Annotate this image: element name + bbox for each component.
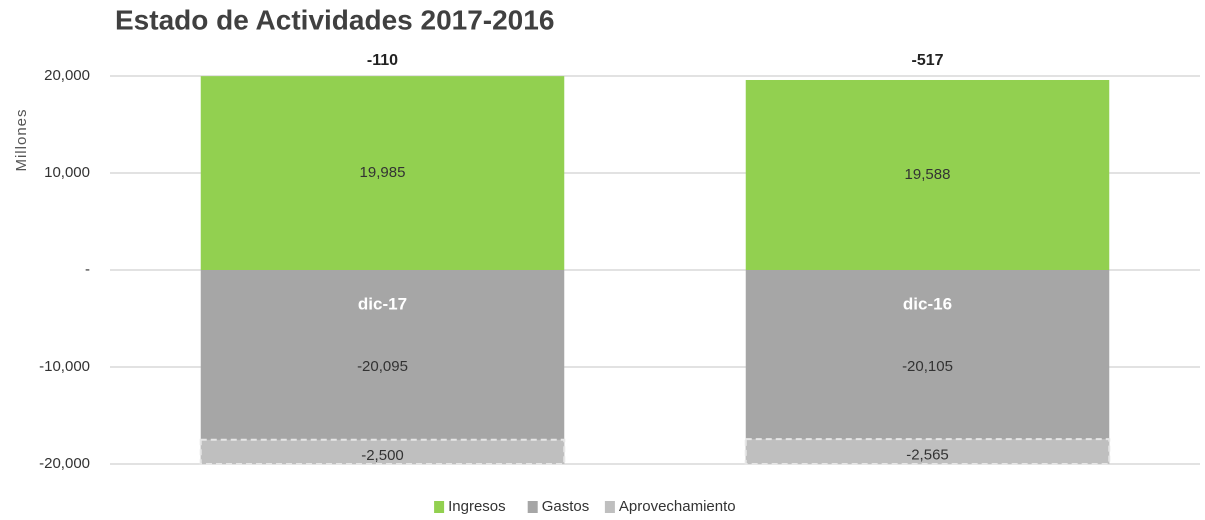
bar-segment xyxy=(199,438,566,465)
legend-swatch xyxy=(604,501,615,513)
bar-segment xyxy=(745,79,1110,270)
total-label: -110 xyxy=(367,52,398,69)
y-tick-label: -10,000 xyxy=(39,358,90,375)
legend-swatch xyxy=(434,501,445,513)
data-label: -2,500 xyxy=(361,447,404,464)
marks xyxy=(199,76,1111,466)
legend-label: Gastos xyxy=(542,498,590,515)
bar-segment xyxy=(744,438,1111,466)
data-label: 19,588 xyxy=(905,166,951,183)
y-axis-title: Millones xyxy=(13,108,30,171)
legend-swatch xyxy=(527,501,538,513)
data-label: -20,095 xyxy=(357,358,408,375)
y-tick-label: 10,000 xyxy=(44,164,90,181)
data-label: -20,105 xyxy=(902,358,953,375)
data-label: -2,565 xyxy=(906,447,949,464)
data-label: 19,985 xyxy=(360,164,406,181)
legend-label: Aprovechamiento xyxy=(619,498,736,515)
x-tick-label: dic-17 xyxy=(358,294,407,313)
chart-title: Estado de Actividades 2017-2016 xyxy=(115,4,554,35)
bar-segment xyxy=(745,270,1110,464)
x-tick-label: dic-16 xyxy=(903,294,952,313)
y-tick-label: - xyxy=(85,261,90,278)
legend: Ingresos Gastos Aprovechamiento xyxy=(434,498,736,515)
total-label: -517 xyxy=(911,52,943,69)
labels: -20,000-10,000-10,00020,00019,985-20,095… xyxy=(39,52,953,472)
bar-segment xyxy=(200,76,565,270)
legend-label: Ingresos xyxy=(448,498,506,515)
bar-segment xyxy=(200,270,565,464)
y-tick-label: 20,000 xyxy=(44,67,90,84)
y-tick-label: -20,000 xyxy=(39,455,90,472)
